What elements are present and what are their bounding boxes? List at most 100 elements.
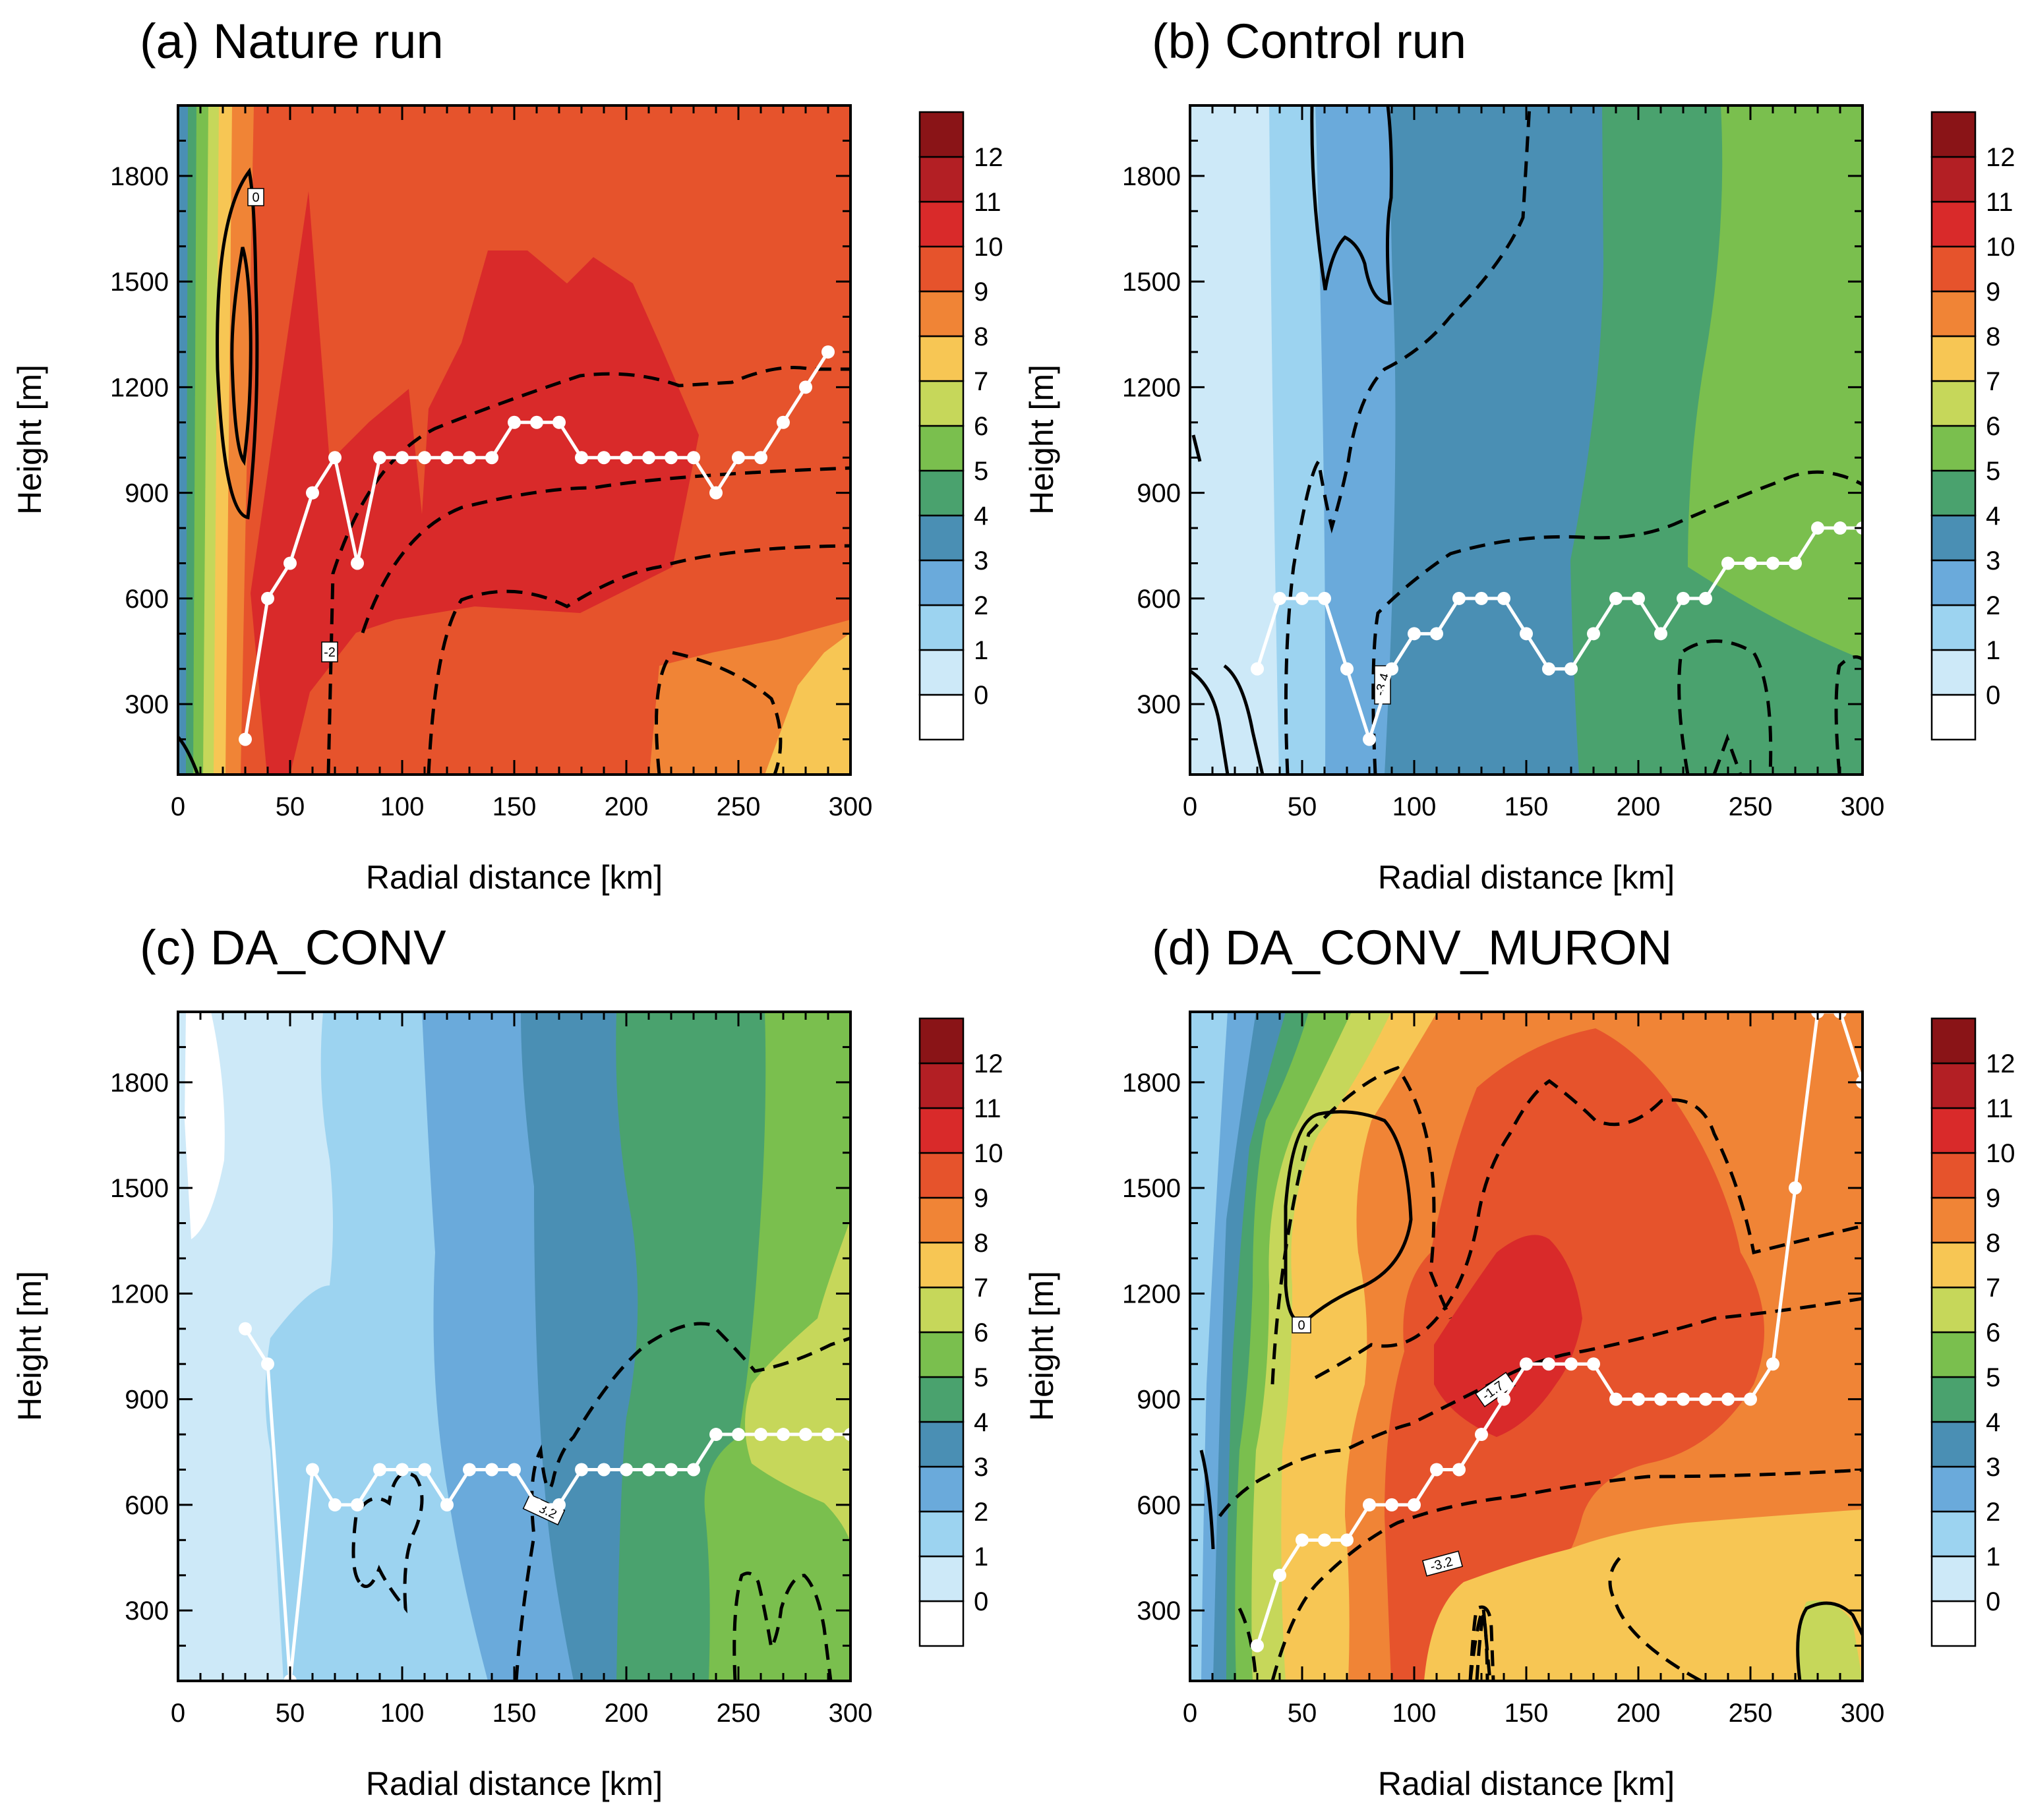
panel-b-pbl-point — [1587, 627, 1600, 641]
panel-d-xtick-label: 150 — [1505, 1699, 1549, 1728]
panel-c-field — [178, 1012, 850, 1681]
panel-c-contours — [351, 1322, 850, 1681]
panel-d-pbl-point — [1565, 1357, 1578, 1371]
panel-b-xlabel: Radial distance [km] — [1378, 859, 1675, 896]
panel-c-xtick-label: 100 — [380, 1699, 425, 1728]
panel-b-colorbar-box — [1930, 693, 1977, 741]
svg-text:0: 0 — [252, 191, 259, 205]
panel-a-colorbar-box — [918, 425, 965, 472]
panel-a-pbl-point — [687, 451, 700, 465]
panel-b: -3.4 0 50 100 150 200 250 30030060090012001500… — [1023, 14, 2015, 896]
panel-c-pbl-point — [239, 1322, 252, 1336]
panel-d-colorbar-label: 6 — [1986, 1318, 2000, 1347]
panel-b-colorbar-box — [1930, 111, 1977, 158]
panel-d-pbl-point — [1251, 1639, 1264, 1653]
panel-b-pbl-point — [1766, 556, 1779, 570]
panel-a-ytick-label: 600 — [125, 585, 169, 614]
panel-d-colorbar-label: 0 — [1986, 1587, 2000, 1616]
panel-a-pbl-point — [732, 451, 745, 465]
panel-c-colorbar-box — [918, 1331, 965, 1378]
panel-d-colorbar-box — [1930, 1421, 1977, 1468]
panel-b-contours — [1190, 105, 1863, 775]
panel-d-colorbar-label: 8 — [1986, 1229, 2000, 1258]
panel-c-ytick-label: 600 — [125, 1491, 169, 1520]
panel-b-colorbar-box — [1930, 335, 1977, 382]
panel-c-colorbar-box — [918, 1107, 965, 1154]
panel-b-xtick-label: 250 — [1729, 792, 1773, 821]
panel-d-colorbar-label: 3 — [1986, 1453, 2000, 1482]
panel-b-pbl-point — [1520, 627, 1533, 641]
panel-d-ytick-label: 300 — [1137, 1597, 1181, 1626]
panel-b-colorbar-label: 4 — [1986, 502, 2000, 531]
panel-c-colorbar-box — [918, 1510, 965, 1558]
panel-b-ylabel: Height [m] — [1023, 365, 1060, 515]
panel-d-xtick-label: 200 — [1617, 1699, 1661, 1728]
panel-c-pbl-point — [508, 1463, 521, 1477]
panel-c-pbl-point — [777, 1428, 790, 1442]
panel-d-xtick-label: 250 — [1729, 1699, 1773, 1728]
panel-d-ylabel: Height [m] — [1023, 1271, 1060, 1421]
panel-a-pbl-line — [239, 345, 835, 746]
panel-a-colorbar-box — [918, 156, 965, 203]
panel-a-colorbar-label: 1 — [974, 636, 988, 665]
panel-b-colorbar-box — [1930, 156, 1977, 203]
panel-a: 0 -2 0 50 100 150 200 250 30030060090012001500… — [11, 14, 1003, 896]
panel-a-colorbar-box — [918, 380, 965, 427]
panel-c-ytick-label: 900 — [125, 1386, 169, 1415]
panel-c-colorbar-label: 6 — [974, 1318, 988, 1347]
panel-b-colorbar-label: 12 — [1986, 143, 2015, 172]
panel-d-field — [1190, 1012, 1863, 1681]
panel-b-pbl-point — [1273, 591, 1286, 605]
panel-c-pbl-point — [799, 1428, 812, 1442]
panel-c-colorbar-label: 0 — [974, 1587, 988, 1616]
panel-b-pbl-point — [1497, 591, 1510, 605]
panel-a-xtick-label: 0 — [171, 792, 185, 821]
panel-b-pbl-point — [1699, 591, 1712, 605]
panel-a-xtick-label: 100 — [380, 792, 425, 821]
panel-b-pbl-point — [1475, 591, 1488, 605]
panel-b-colorbar-label: 6 — [1986, 412, 2000, 441]
panel-a-colorbar-box — [918, 111, 965, 158]
panel-a-xtick-label: 300 — [829, 792, 873, 821]
panel-d-colorbar-box — [1930, 1062, 1977, 1109]
panel-d-colorbar-box — [1930, 1196, 1977, 1244]
panel-d-ytick-label: 1200 — [1122, 1279, 1181, 1308]
panel-c-ytick-label: 1500 — [110, 1174, 169, 1203]
panel-c-ticks: 0 50 100 150 200 250 300 300 600 900 1200 1500 1800 — [110, 1011, 873, 1728]
panel-c-title: (c) DA_CONV — [140, 920, 446, 975]
panel-a-colorbar-box — [918, 559, 965, 606]
panel-d-title: (d) DA_CONV_MURON — [1152, 920, 1672, 975]
panel-d-colorbar-box — [1930, 1241, 1977, 1289]
panel-b-xtick-label: 50 — [1288, 792, 1317, 821]
panel-a-colorbar-label: 4 — [974, 502, 988, 531]
panel-b-colorbar-box — [1930, 200, 1977, 248]
panel-c-xtick-label: 300 — [829, 1699, 873, 1728]
panel-b-ytick-label: 900 — [1137, 479, 1181, 508]
panel-a-contour-labels: 0 -2 — [247, 188, 338, 662]
panel-d-pbl-point — [1430, 1463, 1443, 1477]
panel-b-title: (b) Control run — [1152, 14, 1466, 69]
panel-d-pbl-point — [1542, 1357, 1555, 1371]
panel-b-pbl-point — [1609, 591, 1623, 605]
panel-c-colorbar-box — [918, 1286, 965, 1334]
panel-b-colorbar-label: 0 — [1986, 681, 2000, 710]
panel-b-ytick-label: 1800 — [1122, 162, 1181, 191]
panel-a-colorbar-label: 0 — [974, 681, 988, 710]
panel-d-pbl-point — [1721, 1392, 1735, 1406]
panel-b-colorbar-box — [1930, 649, 1977, 696]
panel-c-pbl-point — [821, 1428, 835, 1442]
panel-d-colorbar-box — [1930, 1017, 1977, 1065]
panel-c-pbl-point — [463, 1463, 476, 1477]
panel-a-pbl-point — [642, 451, 655, 465]
panel-d-pbl-point — [1699, 1392, 1712, 1406]
panel-b-pbl-point — [1385, 662, 1398, 676]
panel-c-xtick-label: 0 — [171, 1699, 185, 1728]
panel-a-pbl-point — [328, 451, 342, 465]
panel-a-pbl-point — [485, 451, 498, 465]
panel-b-pbl-point — [1789, 556, 1802, 570]
